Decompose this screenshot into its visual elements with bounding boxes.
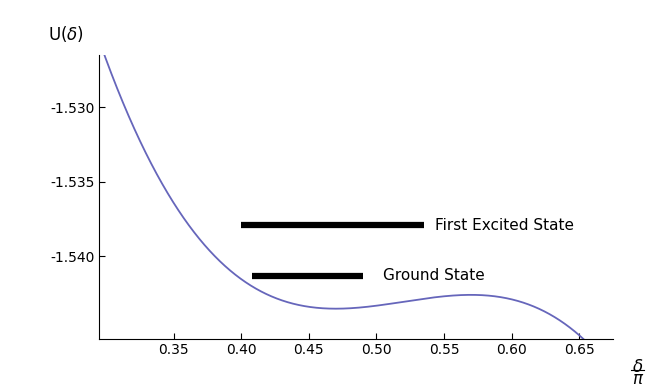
Text: $\pi$: $\pi$ xyxy=(632,370,644,388)
Text: U($\delta$): U($\delta$) xyxy=(48,24,84,44)
Text: $\delta$: $\delta$ xyxy=(632,358,644,376)
Text: First Excited State: First Excited State xyxy=(434,218,574,232)
Text: Ground State: Ground State xyxy=(383,269,485,283)
